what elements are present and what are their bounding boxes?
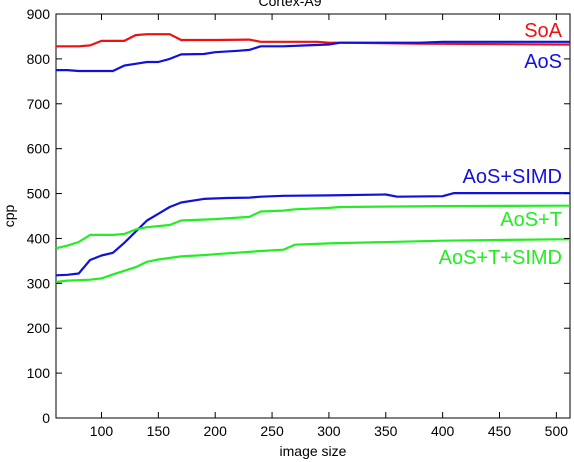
y-tick-label: 300	[27, 275, 51, 291]
plot-area	[55, 13, 571, 419]
series-label-aos-t: AoS+T	[500, 209, 562, 231]
x-tick-label: 250	[260, 423, 284, 439]
x-tick-label: 100	[90, 423, 114, 439]
x-tick-label: 450	[488, 423, 512, 439]
series-label-soa: SoA	[524, 20, 562, 42]
chart-title: Cortex-A9	[258, 0, 321, 9]
y-tick-label: 900	[27, 6, 51, 22]
y-tick-label: 100	[27, 365, 51, 381]
y-tick-label: 500	[27, 186, 51, 202]
series-label-aos: AoS	[524, 51, 562, 73]
x-tick-label: 400	[431, 423, 455, 439]
series-line-aos-t	[55, 204, 570, 250]
x-tick-label: 200	[204, 423, 228, 439]
x-tick-label: 500	[545, 423, 569, 439]
series-line-aos-t-simd	[55, 238, 570, 284]
y-tick-label: 600	[27, 141, 51, 157]
y-tick-label: 700	[27, 96, 51, 112]
series-layer	[55, 33, 570, 284]
series-label-aos-simd: AoS+SIMD	[463, 166, 562, 188]
y-tick-label: 800	[27, 51, 51, 67]
series-line-aos-simd	[55, 192, 570, 277]
y-tick-label: 200	[27, 320, 51, 336]
y-axis-title: cpp	[1, 205, 17, 228]
y-tick-label: 0	[42, 410, 50, 426]
tick-layer: 100 150 200 250 300 350 400 450 500 0 100 200 300 400…	[27, 6, 570, 439]
x-axis-title: image size	[280, 443, 347, 459]
y-tick-label: 400	[27, 230, 51, 246]
x-tick-label: 150	[147, 423, 171, 439]
x-tick-label: 300	[317, 423, 341, 439]
series-labels: SoA AoS AoS+SIMD AoS+T AoS+T+SIMD	[439, 20, 563, 269]
series-label-aos-t-simd: AoS+T+SIMD	[439, 247, 562, 269]
series-line-aos	[56, 40, 570, 73]
x-tick-label: 350	[374, 423, 398, 439]
